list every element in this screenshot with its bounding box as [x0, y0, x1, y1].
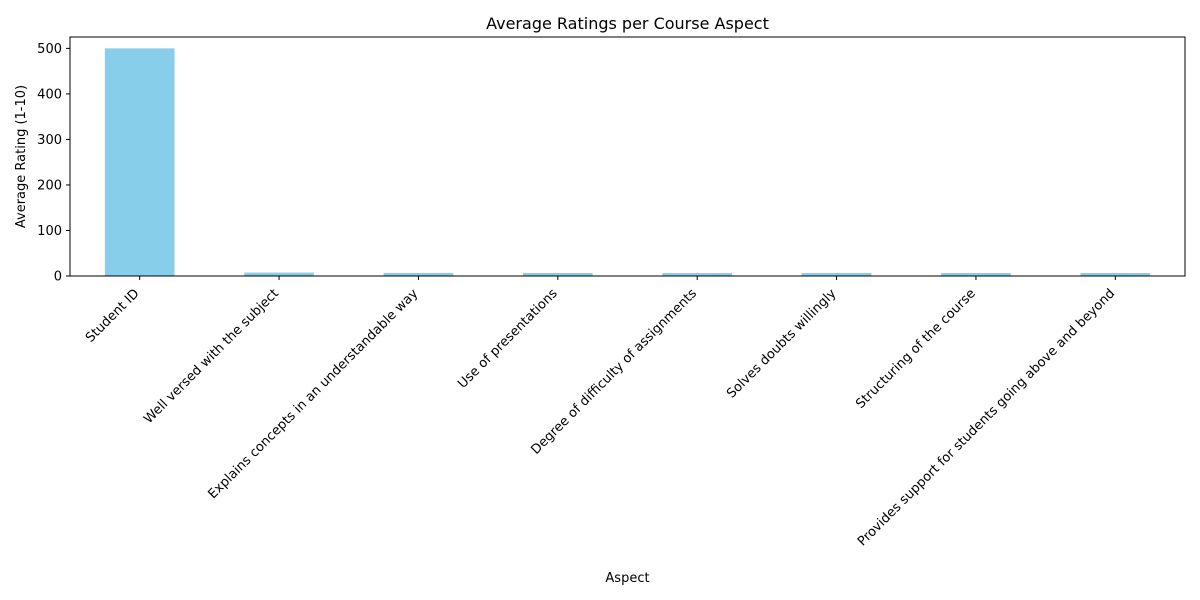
y-tick-label: 0: [54, 270, 62, 285]
x-axis-label: Aspect: [605, 571, 649, 586]
y-tick-label: 300: [37, 133, 62, 148]
y-tick-label: 100: [37, 224, 62, 239]
x-tick-label: Well versed with the subject: [141, 286, 282, 427]
bar: [104, 48, 175, 276]
bar: [244, 272, 314, 276]
bars-layer: [104, 48, 1151, 276]
chart-title: Average Ratings per Course Aspect: [486, 14, 769, 33]
x-tick-label: Use of presentations: [455, 286, 561, 392]
x-tick-label: Solves doubts willingly: [724, 286, 839, 401]
x-tick-label: Degree of difficulty of assignments: [529, 286, 701, 458]
y-axis-label: Average Rating (1-10): [14, 85, 29, 228]
x-tick-label: Student ID: [83, 286, 143, 346]
bar: [662, 273, 733, 276]
x-tick-label: Structuring of the course: [853, 286, 979, 412]
y-tick-label: 500: [37, 42, 62, 57]
plot-frame: [69, 36, 1186, 277]
bar: [1080, 272, 1151, 276]
bar: [383, 272, 454, 276]
x-tick-label: Provides support for students going abov…: [855, 286, 1118, 549]
bar: [522, 272, 593, 276]
y-tick-label: 200: [37, 178, 62, 193]
bar: [941, 272, 1011, 276]
y-axis: 0 100 200 300 400 500: [37, 42, 70, 285]
y-tick-label: 400: [37, 87, 62, 102]
bar: [801, 272, 872, 276]
